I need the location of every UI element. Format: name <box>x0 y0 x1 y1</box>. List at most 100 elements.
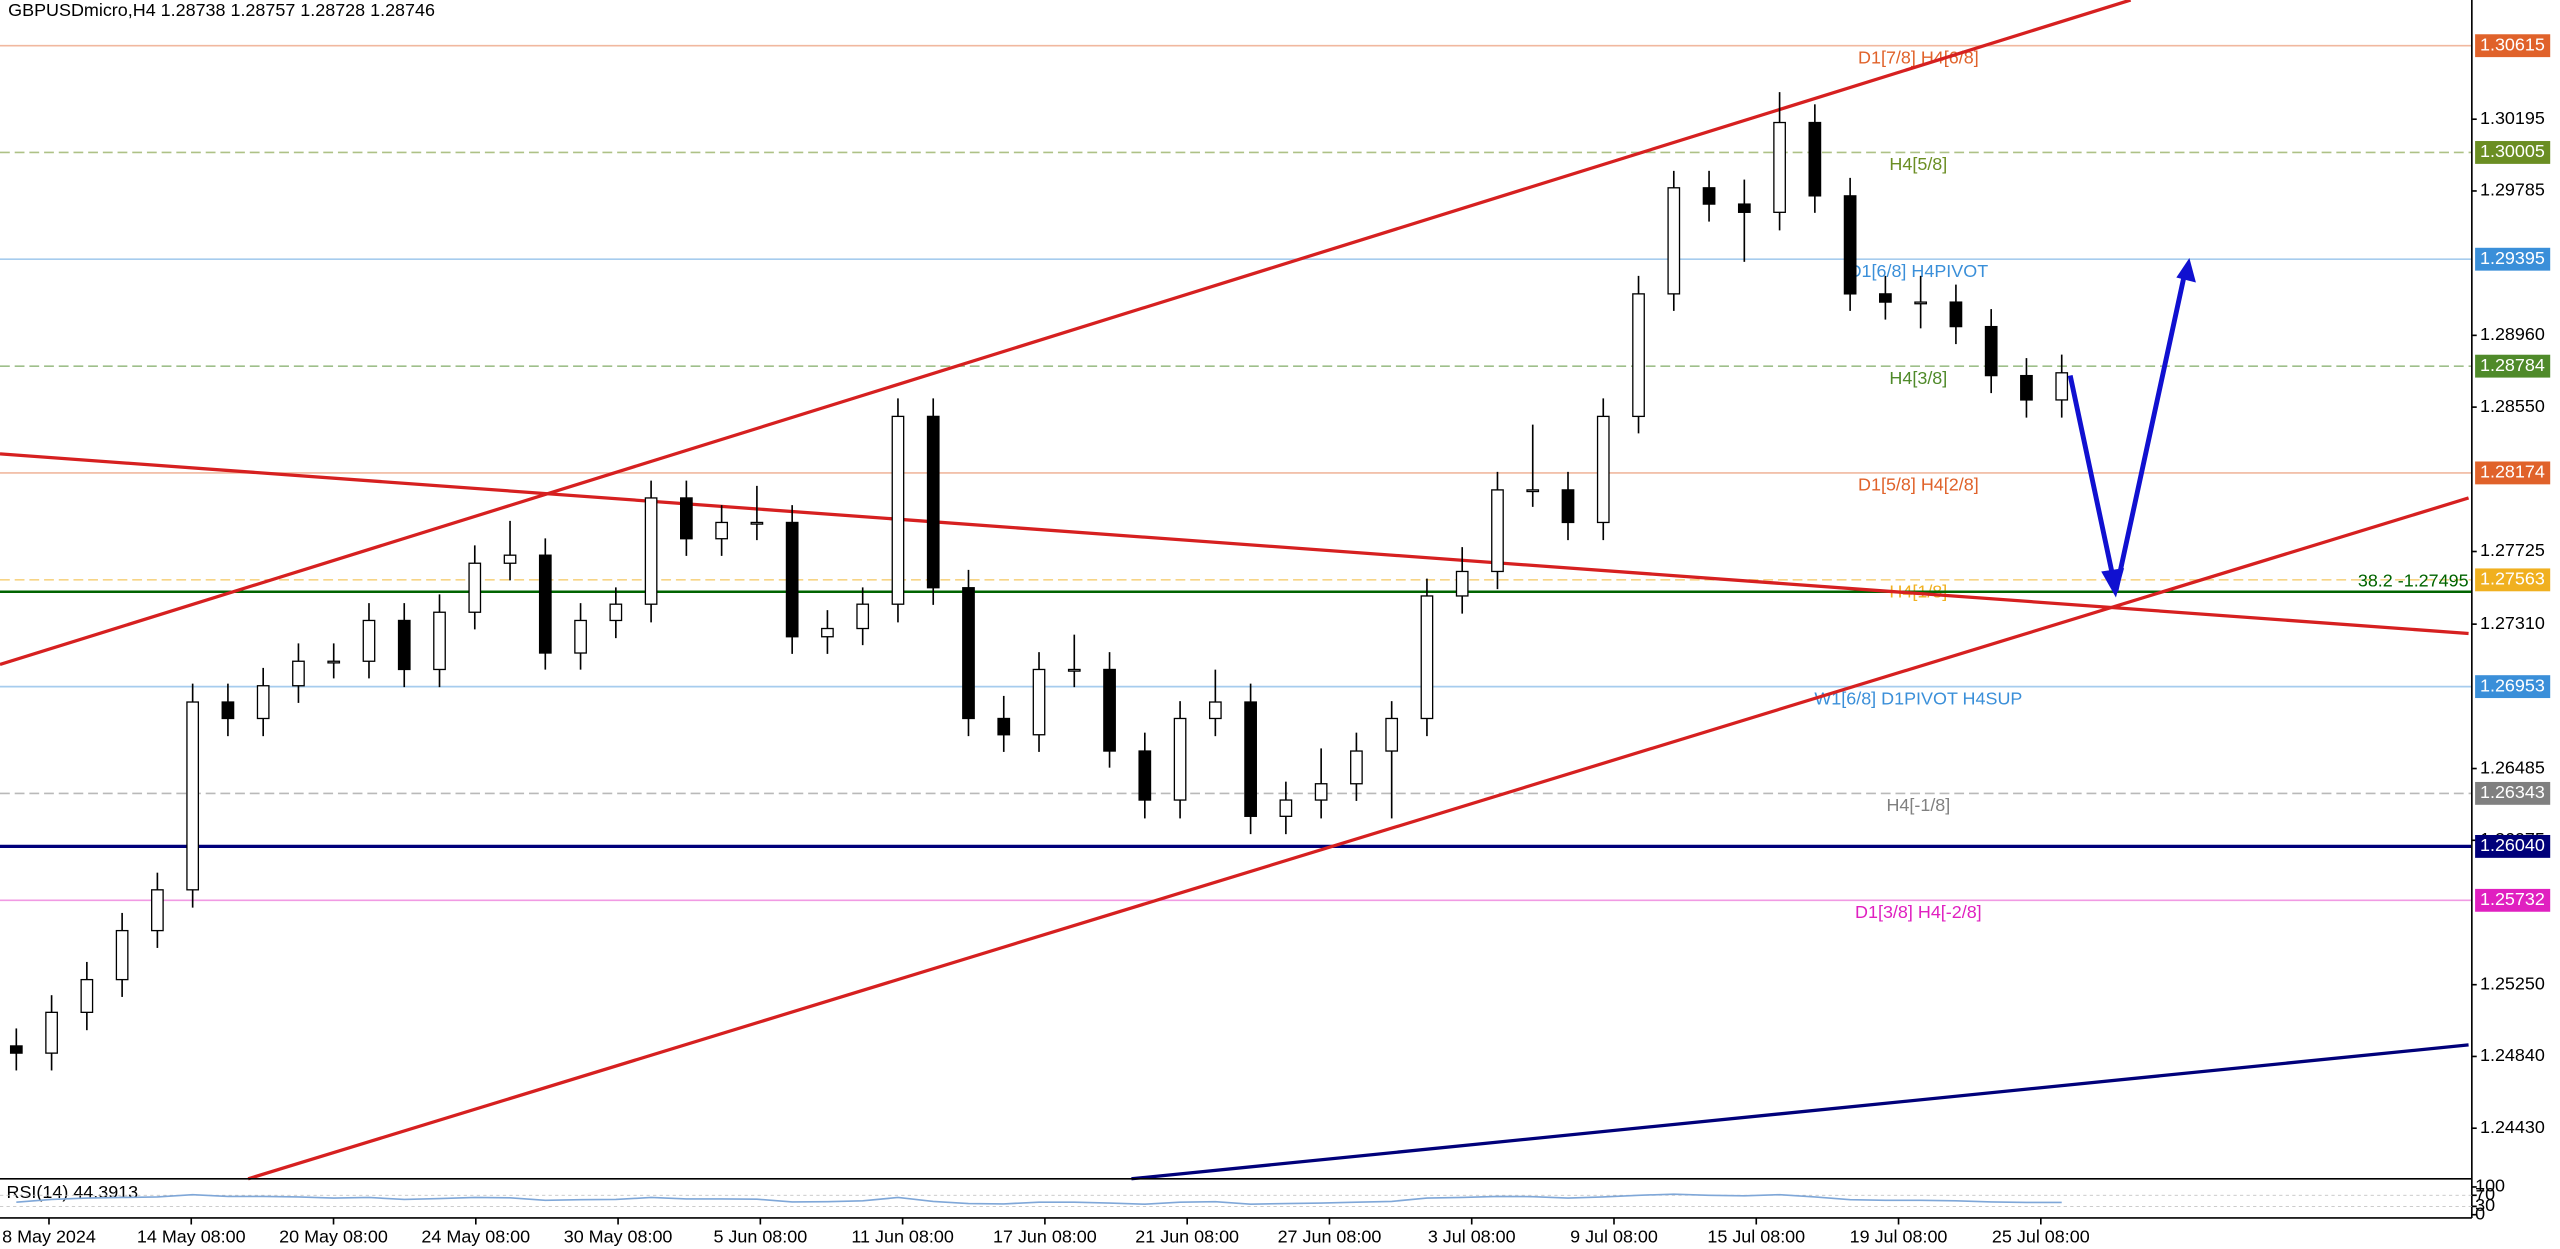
candle-body <box>151 889 164 932</box>
x-tick-label: 20 May 08:00 <box>279 1226 388 1246</box>
candle-body <box>186 701 200 891</box>
level-box <box>2475 781 2551 805</box>
level-name: W1[6/8] D1PIVOT H4SUP <box>1814 688 2022 708</box>
candle-body <box>1773 121 1786 213</box>
candle-body <box>1491 489 1504 573</box>
x-tick-label: 14 May 08:00 <box>137 1226 246 1246</box>
candle-body <box>1138 750 1152 801</box>
fibo-label: 38.2 -1.27495 <box>2358 571 2469 591</box>
candle-body <box>644 497 658 605</box>
y-tick-label: 1.27310 <box>2480 613 2545 633</box>
level-price: 1.26343 <box>2480 782 2545 802</box>
candle-body <box>1208 701 1222 720</box>
candle-body <box>1984 325 1998 377</box>
level-box <box>2475 675 2551 699</box>
candle-body <box>1314 783 1328 801</box>
x-tick-label: 25 Jul 08:00 <box>1992 1226 2090 1246</box>
x-tick-label: 5 Jun 08:00 <box>713 1226 807 1246</box>
level-price: 1.30615 <box>2480 34 2545 54</box>
level-price: 1.26040 <box>2480 835 2545 855</box>
x-tick-label: 9 Jul 08:00 <box>1570 1226 1658 1246</box>
candle-body <box>679 497 693 540</box>
level-price: 1.28784 <box>2480 355 2545 375</box>
candle-body <box>715 521 728 540</box>
y-tick-label: 1.26485 <box>2480 757 2545 777</box>
trend-navy <box>1131 1043 2469 1181</box>
candle-body <box>2055 372 2069 401</box>
level-box <box>2475 834 2551 858</box>
y-tick-label: 1.24840 <box>2480 1045 2545 1065</box>
arrow-head <box>2101 568 2125 598</box>
x-tick-label: 27 Jun 08:00 <box>1278 1226 1382 1246</box>
level-name: D1[3/8] H4[-2/8] <box>1855 902 1982 922</box>
trend-descending <box>0 452 2469 636</box>
candle-body <box>468 562 482 613</box>
trend-lines <box>0 0 2470 1181</box>
level-name: D1[5/8] H4[2/8] <box>1858 475 1979 495</box>
level-price: 1.25732 <box>2480 889 2545 909</box>
candle-body <box>45 1011 58 1054</box>
level-box <box>2475 247 2551 271</box>
level-name: H4[5/8] <box>1889 154 1947 174</box>
candle-body <box>1949 301 1963 328</box>
candle-body <box>362 619 376 662</box>
candle-body <box>574 619 587 654</box>
y-tick-label: 1.28550 <box>2480 396 2545 416</box>
candle-body <box>115 929 129 981</box>
candle-body <box>1632 293 1645 418</box>
x-tick-label: 24 May 08:00 <box>421 1226 530 1246</box>
rsi-line <box>16 1193 2062 1205</box>
candle-body <box>9 1045 23 1054</box>
x-tick-label: 15 Jul 08:00 <box>1707 1226 1805 1246</box>
x-tick-label: 21 Jun 08:00 <box>1135 1226 1239 1246</box>
candle-body <box>1420 595 1434 720</box>
candle-body <box>856 603 870 630</box>
candle-body <box>1350 750 1363 785</box>
candle-body <box>1173 717 1187 801</box>
candle-body <box>1455 570 1469 597</box>
candle-body <box>997 717 1011 736</box>
candle-body <box>891 415 905 605</box>
candle-body <box>397 619 411 671</box>
level-price: 1.28174 <box>2480 462 2545 482</box>
candle-body <box>785 521 799 638</box>
level-box <box>2475 461 2551 485</box>
candle-body <box>1561 489 1575 524</box>
candle-body <box>538 554 552 654</box>
rsi-tick-label: 100 <box>2475 1176 2505 1196</box>
candle-body <box>609 603 623 622</box>
channel-lower <box>247 496 2470 1181</box>
candle-body <box>1385 717 1399 752</box>
candle-body <box>503 554 517 564</box>
candle-body <box>1526 489 1540 493</box>
x-tick-label: 19 Jul 08:00 <box>1850 1226 1948 1246</box>
level-name: H4[-1/8] <box>1886 795 1950 815</box>
candle-body <box>256 685 270 720</box>
candle-body <box>292 660 305 687</box>
candle-body <box>1279 799 1293 817</box>
chart-header: GBPUSDmicro,H4 1.28738 1.28757 1.28728 1… <box>8 0 435 20</box>
level-price: 1.30005 <box>2480 141 2545 161</box>
arrow-head <box>2176 257 2196 283</box>
price-axis-bg <box>2471 0 2560 1249</box>
y-tick-label: 1.24430 <box>2480 1117 2545 1137</box>
price-axis: 1.30195 1.29785 1.28960 1.28550 1.27725 1.273… <box>2471 34 2551 1137</box>
candle-body <box>1808 121 1822 197</box>
x-tick-label: 11 Jun 08:00 <box>851 1226 953 1246</box>
candle-body <box>962 587 975 720</box>
rsi-tick-label: 70 <box>2475 1184 2495 1204</box>
candle-body <box>1843 195 1857 295</box>
candle-body <box>1596 415 1610 524</box>
candle-body <box>1067 668 1081 672</box>
x-tick-label: 3 Jul 08:00 <box>1428 1226 1516 1246</box>
candle-body <box>433 611 446 671</box>
x-tick-label: 8 May 2024 <box>2 1226 96 1246</box>
y-tick-label: 1.29785 <box>2480 180 2545 200</box>
candle-body <box>1737 203 1751 213</box>
level-box <box>2475 354 2551 378</box>
level-name: D1[6/8] H4PIVOT <box>1849 261 1989 281</box>
